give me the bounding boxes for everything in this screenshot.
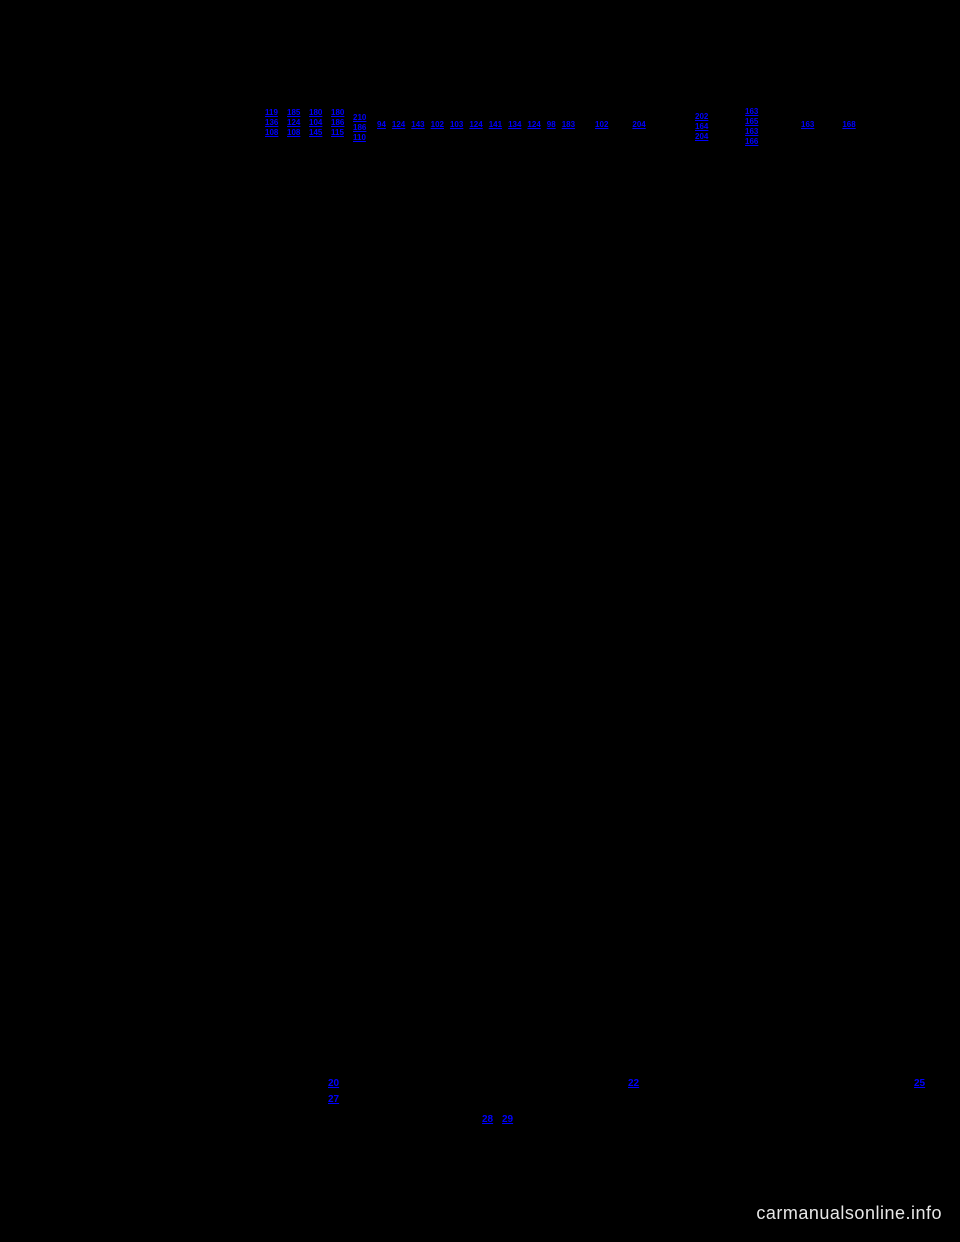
page-link-29[interactable]: 29	[502, 1114, 513, 1125]
page-link[interactable]: 204	[632, 120, 645, 130]
page-link-27[interactable]: 27	[328, 1094, 339, 1105]
page-link[interactable]: 186	[331, 118, 344, 128]
page-link[interactable]: 134	[508, 120, 521, 130]
page-link[interactable]: 168	[842, 120, 855, 130]
link-right-col-1: 202 164 204	[695, 112, 708, 142]
page-link[interactable]: 124	[469, 120, 482, 130]
link-col-1: 119 136 108	[265, 108, 278, 138]
link-col-3: 180 104 145	[309, 108, 322, 138]
page-link[interactable]: 145	[309, 128, 322, 138]
page-link[interactable]: 119	[265, 108, 278, 118]
link-col-2: 185 124 108	[287, 108, 300, 138]
link-right-col-2: 163 165 163 166	[745, 107, 758, 147]
page-link[interactable]: 104	[309, 118, 322, 128]
page-link-25[interactable]: 25	[914, 1078, 925, 1089]
page-link[interactable]: 202	[695, 112, 708, 122]
page-link[interactable]: 94	[377, 120, 386, 130]
page-link[interactable]: 180	[309, 108, 322, 118]
link-col-4: 180 186 115	[331, 108, 344, 138]
page-link[interactable]: 108	[265, 128, 278, 138]
link-mid-row: 94 124 143 102 103 124 141 134 124 98 18…	[377, 120, 646, 130]
page-link[interactable]: 141	[489, 120, 502, 130]
page-link[interactable]: 186	[353, 123, 366, 133]
page-link[interactable]: 124	[287, 118, 300, 128]
page-link[interactable]: 166	[745, 137, 758, 147]
page-link[interactable]: 102	[431, 120, 444, 130]
page-link[interactable]: 210	[353, 113, 366, 123]
page-link[interactable]: 108	[287, 128, 300, 138]
link-col-5: 210 186 110	[353, 113, 366, 143]
page-link[interactable]: 163	[745, 127, 758, 137]
page-link[interactable]: 98	[547, 120, 556, 130]
page-link[interactable]: 180	[331, 108, 344, 118]
page-link-20[interactable]: 20	[328, 1078, 339, 1089]
page-link[interactable]: 110	[353, 133, 366, 143]
top-link-cluster: 119 136 108 185 124 108 180 104 145 180 …	[265, 108, 905, 148]
page-link[interactable]: 136	[265, 118, 278, 128]
page-link[interactable]: 204	[695, 132, 708, 142]
page-link-28[interactable]: 28	[482, 1114, 493, 1125]
page-link[interactable]: 124	[527, 120, 540, 130]
link-right-tail: 163 168	[801, 120, 856, 130]
watermark: carmanualsonline.info	[756, 1203, 942, 1224]
page-link[interactable]: 164	[695, 122, 708, 132]
page-link[interactable]: 165	[745, 117, 758, 127]
page-link[interactable]: 115	[331, 128, 344, 138]
page-link[interactable]: 185	[287, 108, 300, 118]
page-link[interactable]: 163	[745, 107, 758, 117]
page-link[interactable]: 163	[801, 120, 814, 130]
page-link[interactable]: 143	[411, 120, 424, 130]
page-link-22[interactable]: 22	[628, 1078, 639, 1089]
page-link[interactable]: 102	[595, 120, 608, 130]
page-link[interactable]: 103	[450, 120, 463, 130]
page-link[interactable]: 183	[562, 120, 575, 130]
page-link[interactable]: 124	[392, 120, 405, 130]
